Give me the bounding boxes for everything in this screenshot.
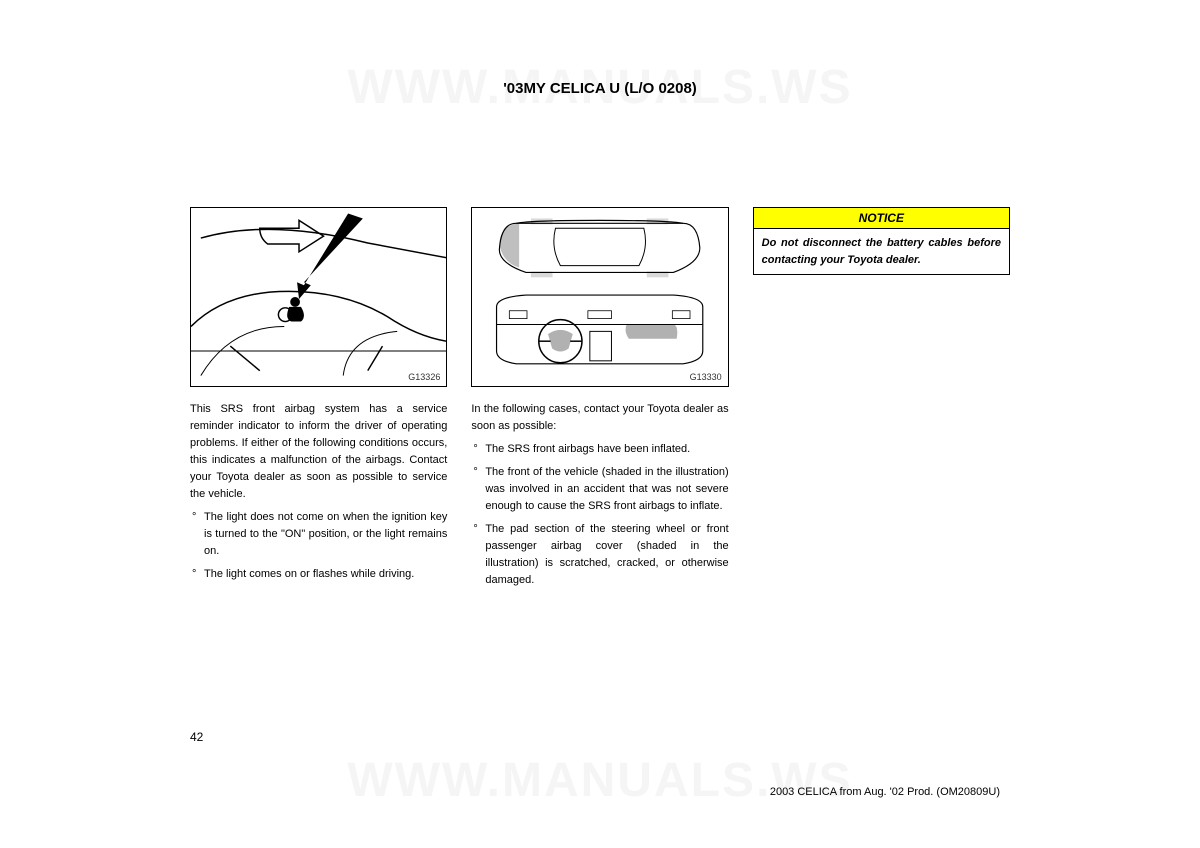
figure-2-box: G13330 [471,207,728,387]
vehicle-airbag-illustration [472,208,727,386]
notice-title: NOTICE [754,208,1009,229]
column-3: NOTICE Do not disconnect the battery cab… [753,207,1010,275]
list-item: The front of the vehicle (shaded in the … [471,464,728,515]
column-1: G13326 This SRS front airbag system has … [190,207,447,589]
figure-2-label: G13330 [690,372,722,382]
columns-container: G13326 This SRS front airbag system has … [190,207,1010,595]
list-item: The light does not come on when the igni… [190,509,447,560]
page-number: 42 [190,730,203,744]
figure-1-box: G13326 [190,207,447,387]
notice-body: Do not disconnect the battery cables bef… [754,229,1009,274]
page-content: '03MY CELICA U (L/O 0208) [0,0,1200,635]
figure-1-label: G13326 [408,372,440,382]
watermark-bottom: WWW.MANUALS.WS [347,753,852,808]
list-item: The pad section of the steering wheel or… [471,521,728,589]
col2-paragraph: In the following cases, contact your Toy… [471,401,728,435]
dashboard-indicator-illustration [191,208,446,386]
col1-paragraph: This SRS front airbag system has a servi… [190,401,447,503]
document-header: '03MY CELICA U (L/O 0208) [190,80,1010,97]
column-2: G13330 In the following cases, contact y… [471,207,728,595]
col1-bullets: The light does not come on when the igni… [190,509,447,583]
list-item: The SRS front airbags have been inflated… [471,441,728,458]
list-item: The light comes on or flashes while driv… [190,566,447,583]
col2-bullets: The SRS front airbags have been inflated… [471,441,728,589]
notice-box: NOTICE Do not disconnect the battery cab… [753,207,1010,275]
footer-text: 2003 CELICA from Aug. '02 Prod. (OM20809… [770,786,1000,798]
